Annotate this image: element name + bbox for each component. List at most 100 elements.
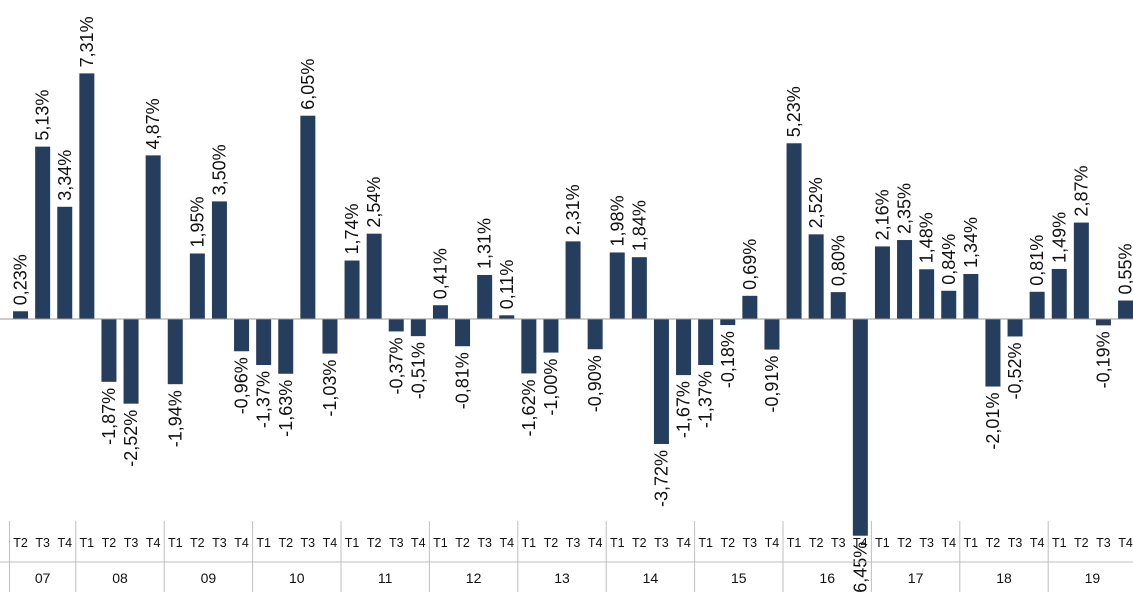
bar — [322, 319, 338, 354]
year-label: 09 — [201, 570, 217, 586]
data-label: 4,87% — [143, 98, 163, 149]
quarter-tick-label: T2 — [986, 536, 1001, 550]
data-label: -0,52% — [1005, 342, 1025, 399]
quarter-tick-label: T2 — [1074, 536, 1089, 550]
data-labels-layer: 0,23% 5,13%3,34% 7,31% -1,87% -2,52% 4,87% -1,… — [11, 16, 1133, 592]
year-label: 16 — [819, 570, 835, 586]
data-label: 6,05% — [298, 59, 318, 110]
quarter-tick-label: T2 — [102, 536, 117, 550]
quarter-tick-label: T1 — [80, 536, 95, 550]
quarter-tick-label: T3 — [831, 536, 846, 550]
bar — [653, 319, 669, 444]
quarter-tick-label: T1 — [345, 536, 360, 550]
bar — [941, 290, 957, 319]
bar — [1007, 319, 1023, 337]
data-label: 0,69% — [740, 239, 760, 290]
data-label: -0,51% — [408, 342, 428, 399]
data-label: 5,13% — [33, 90, 53, 141]
bar — [1095, 319, 1111, 326]
quarter-tick-label: T2 — [720, 536, 735, 550]
bar — [477, 274, 493, 319]
data-label: -0,90% — [585, 355, 605, 412]
bar — [698, 319, 714, 366]
bar — [57, 206, 73, 319]
year-label: 18 — [996, 570, 1012, 586]
bar — [631, 257, 647, 319]
data-label: -1,62% — [519, 379, 539, 436]
quarter-tick-label: T3 — [743, 536, 758, 550]
bar — [278, 319, 294, 374]
bar — [521, 319, 537, 374]
quarter-tick-label: T3 — [35, 536, 50, 550]
bar — [167, 319, 183, 385]
quarter-tick-label: T1 — [433, 536, 448, 550]
quarter-tick-label: T2 — [809, 536, 824, 550]
quarter-tick-label: T3 — [389, 536, 404, 550]
year-label: 11 — [378, 570, 393, 586]
data-label: 1,98% — [607, 195, 627, 246]
data-label: 7,31% — [77, 16, 97, 67]
quarter-tick-label: T3 — [477, 536, 492, 550]
year-label: 13 — [554, 570, 570, 586]
data-label: 2,54% — [364, 177, 384, 228]
bar — [764, 319, 780, 350]
year-label: 08 — [112, 570, 128, 586]
quarter-tick-label: T4 — [146, 536, 161, 550]
bar — [189, 253, 205, 319]
data-label: 0,11% — [497, 260, 517, 310]
data-label: -1,87% — [99, 388, 119, 445]
quarter-tick-label: T2 — [897, 536, 912, 550]
data-label: 1,34% — [961, 217, 981, 268]
bar — [79, 73, 95, 319]
data-label: 3,34% — [55, 150, 75, 201]
quarter-tick-label: T2 — [278, 536, 293, 550]
data-label: 2,35% — [895, 183, 915, 234]
quarter-tick-label: T4 — [57, 536, 72, 550]
data-label: 2,87% — [1071, 166, 1091, 217]
data-label: -1,94% — [165, 390, 185, 447]
bar — [366, 233, 382, 319]
quarter-tick-label: T1 — [875, 536, 890, 550]
bar — [499, 315, 515, 319]
bar — [388, 319, 404, 332]
quarter-tick-label: T3 — [212, 536, 227, 550]
year-label: 15 — [731, 570, 747, 586]
bar — [35, 146, 51, 319]
data-label: -1,37% — [254, 371, 274, 428]
data-label: -2,52% — [121, 410, 141, 467]
bar — [963, 273, 979, 319]
data-label: -0,18% — [718, 331, 738, 388]
bar — [808, 234, 824, 319]
quarter-tick-label: T4 — [676, 536, 691, 550]
data-label: 2,31% — [563, 184, 583, 235]
data-label: 0,84% — [939, 234, 959, 285]
data-label: -0,19% — [1093, 331, 1113, 388]
bar — [344, 260, 360, 319]
quarter-tick-label: T2 — [455, 536, 470, 550]
quarter-tick-label: T1 — [610, 536, 625, 550]
bar — [1073, 222, 1089, 319]
quarter-tick-label: T1 — [787, 536, 802, 550]
quarter-tick-label: T4 — [411, 536, 426, 550]
data-label: -1,00% — [541, 359, 561, 416]
data-label: 3,50% — [209, 144, 229, 195]
data-label: 0,41% — [430, 248, 450, 299]
quarter-tick-label: T4 — [323, 536, 338, 550]
data-label: -1,03% — [320, 360, 340, 417]
data-label: -1,67% — [674, 381, 694, 438]
quarter-tick-label: T4 — [499, 536, 514, 550]
data-label: 0,81% — [1027, 235, 1047, 286]
data-label: 2,16% — [872, 189, 892, 240]
bar — [256, 319, 272, 366]
data-label: -3,72% — [651, 450, 671, 507]
data-label: -6,45% — [850, 542, 870, 592]
quarter-tick-label: T1 — [964, 536, 979, 550]
quarter-tick-label: T3 — [1008, 536, 1023, 550]
bar — [786, 143, 802, 319]
year-label: 17 — [908, 570, 924, 586]
quarter-tick-label: T3 — [124, 536, 139, 550]
quarter-tick-label: T3 — [654, 536, 669, 550]
bar — [211, 201, 227, 319]
quarter-tick-label: T2 — [190, 536, 205, 550]
data-label: 1,31% — [475, 218, 495, 269]
